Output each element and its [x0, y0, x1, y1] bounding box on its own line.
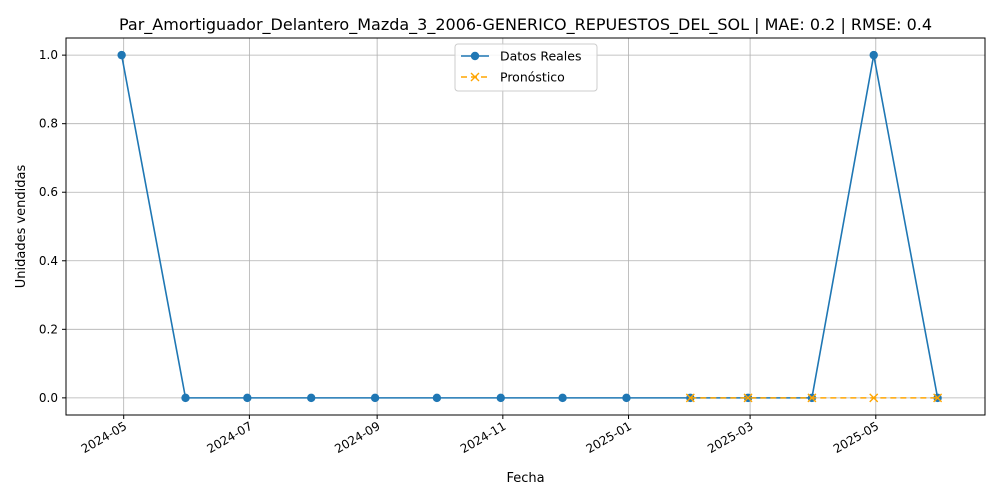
data-point	[933, 393, 943, 403]
x-tick-label: 2024-07	[204, 419, 254, 456]
chart-title: Par_Amortiguador_Delantero_Mazda_3_2006-…	[119, 15, 932, 35]
data-point	[370, 393, 380, 403]
series-line	[120, 54, 939, 399]
x-tick-label: 2025-05	[831, 419, 881, 456]
legend-marker	[470, 51, 480, 61]
x-axis-label: Fecha	[506, 471, 544, 486]
series-forecast	[685, 393, 943, 403]
x-tick-label: 2024-05	[79, 419, 129, 456]
series-layer	[117, 50, 943, 403]
y-axis-label: Unidades vendidas	[14, 165, 29, 289]
data-point	[558, 393, 567, 403]
data-point	[243, 393, 252, 403]
data-point	[117, 50, 126, 60]
axis-ticks: 0.0 0.2 0.4 0.6 0.8 1.0 2024-05 2024-07 2024-09 2…	[39, 48, 881, 456]
data-point	[432, 393, 442, 403]
grid-lines	[66, 38, 985, 415]
x-tick-label: 2025-01	[584, 419, 634, 456]
y-tick-label: 0.2	[39, 322, 58, 336]
legend-box	[454, 43, 598, 92]
x-tick-label: 2025-03	[705, 419, 755, 456]
legend-entry: Pronóstico	[461, 70, 565, 85]
legend-label: Datos Reales	[500, 49, 581, 64]
y-tick-label: 0.0	[39, 391, 58, 405]
y-tick-label: 0.6	[39, 185, 58, 199]
legend-label: Pronóstico	[500, 70, 565, 85]
data-point	[622, 393, 631, 403]
data-point	[181, 393, 190, 403]
data-point	[869, 393, 879, 403]
y-tick-label: 1.0	[39, 48, 58, 62]
x-tick-label: 2024-09	[332, 419, 382, 456]
data-point	[496, 393, 505, 403]
legend-entry: Datos Reales	[461, 49, 581, 64]
y-tick-label: 0.4	[39, 254, 58, 268]
legend-marker	[470, 72, 480, 82]
data-point	[307, 393, 316, 403]
x-tick-label: 2024-11	[458, 419, 508, 456]
data-point	[869, 50, 878, 60]
data-point	[807, 393, 817, 403]
y-tick-label: 0.8	[39, 117, 58, 131]
plot-frame	[65, 37, 986, 416]
legend: Datos Reales Pronóstico	[454, 43, 598, 92]
data-point	[685, 393, 695, 403]
series-actual	[117, 50, 942, 403]
data-point	[743, 393, 753, 403]
